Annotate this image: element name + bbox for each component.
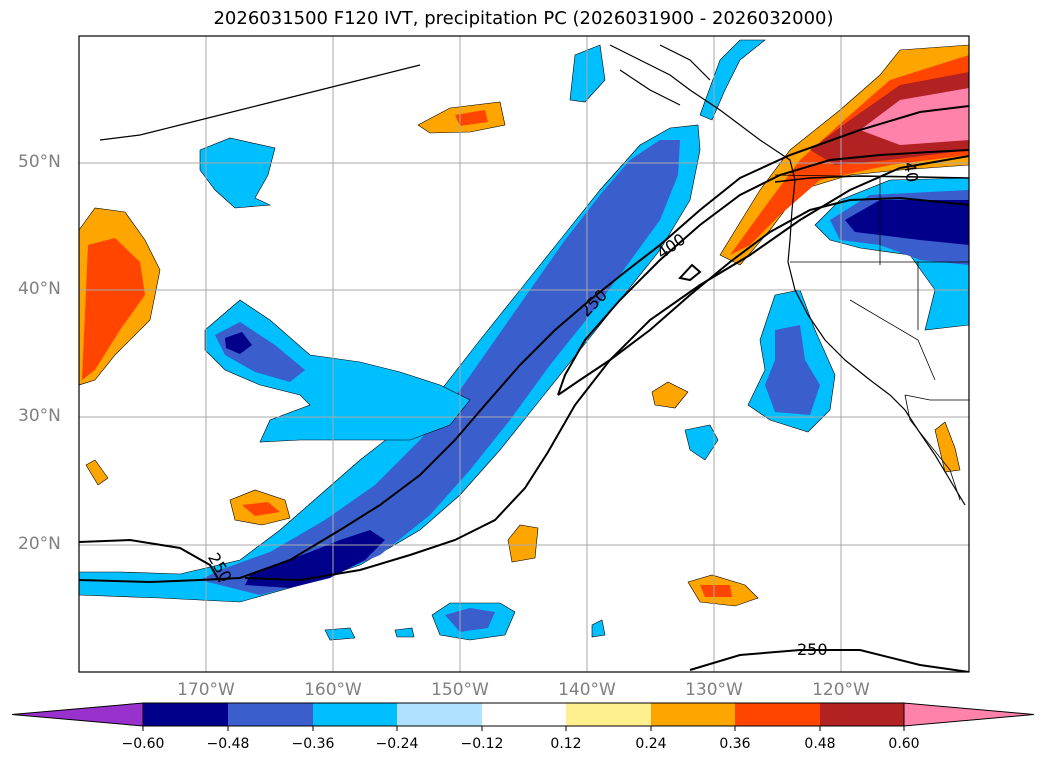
precip-region-small-blob: [684, 424, 719, 461]
map-area: 250 400 250 40 250: [79, 36, 969, 672]
precip-region-inland-northwest-core: [845, 200, 969, 245]
colorbar-tick-label: −0.12: [460, 736, 504, 752]
precip-region-west-warm-core: [82, 238, 145, 380]
lon-label-140w: 140°W: [558, 680, 616, 700]
colorbar-min-extend: [11, 702, 144, 727]
precip-region-south-patch-4: [591, 619, 606, 638]
colorbar-tick-label: −0.24: [375, 736, 419, 752]
ivt-contour-east: [774, 175, 969, 183]
colorbar-bin-2: [228, 703, 313, 726]
precip-region-warm-west-tiny: [85, 459, 109, 486]
colorbar: [11, 702, 1035, 731]
precip-region-south-patch-1-mid: [445, 608, 495, 632]
colorbar-bin-4: [397, 703, 482, 726]
lon-label-150w: 150°W: [431, 680, 489, 700]
ivt-contour-250-main: [79, 105, 969, 584]
ivt-contour-250-southeast: [689, 649, 969, 672]
colorbar-tick-label: 0.12: [550, 736, 582, 752]
map-frame: [78, 35, 970, 673]
precip-region-west-blob: [204, 299, 471, 443]
precip-region-warm-south: [507, 524, 539, 563]
contour-label-250-c: 250: [797, 640, 828, 659]
colorbar-bin-3: [313, 703, 397, 726]
precip-region-offshore-california-mid: [765, 325, 820, 415]
lon-label-170w: 170°W: [177, 680, 235, 700]
colorbar-tick-label: 0.36: [719, 736, 751, 752]
precip-region-warm-southeast-core: [700, 585, 732, 597]
lat-label-50n: 50°N: [18, 152, 61, 172]
colorbar-tick-label: 0.24: [635, 736, 667, 752]
ivt-contour-400-b: [557, 196, 969, 396]
ivt-contour-small-loop: [678, 263, 702, 282]
colorbar-tick-label: −0.48: [206, 736, 250, 752]
colorbar-tick-label: −0.36: [291, 736, 335, 752]
gridlines: [79, 36, 969, 672]
colorbar-bin-9: [820, 703, 904, 726]
precip-region-warm-mid-core: [242, 502, 280, 516]
colorbar-max-extend: [903, 702, 1035, 727]
colorbar-tick-label: 0.60: [888, 736, 920, 752]
colorbar-bin-6: [566, 703, 651, 726]
colorbar-bin-1: [143, 703, 228, 726]
precip-region-ar-mid: [200, 140, 680, 595]
contour-labels: 250 400 250 40 250: [204, 161, 922, 659]
lon-label-120w: 120°W: [812, 680, 870, 700]
colorbar-bin-8: [735, 703, 820, 726]
lon-label-130w: 130°W: [685, 680, 743, 700]
precip-region-warm-north-core: [455, 110, 488, 126]
lat-label-20n: 20°N: [18, 534, 61, 554]
lat-label-30n: 30°N: [18, 406, 61, 426]
precip-region-warm-gulf-california: [934, 421, 961, 473]
colorbar-tick-label: 0.48: [804, 736, 836, 752]
precip-region-south-patch-2: [324, 627, 356, 641]
precip-region-warm-small: [651, 381, 689, 409]
lon-label-160w: 160°W: [304, 680, 362, 700]
colorbar-bin-5: [482, 703, 566, 726]
ivt-contour-250-southwest: [79, 538, 221, 583]
ivt-contours: [79, 105, 969, 672]
precip-region-south-patch-3: [394, 627, 415, 638]
precip-region-pnw-pink: [860, 88, 969, 145]
colorbar-tick-label: −0.60: [121, 736, 165, 752]
lat-label-40n: 40°N: [18, 279, 61, 299]
ivt-contour-250-inner: [244, 155, 969, 582]
contour-label-40: 40: [900, 161, 922, 184]
precip-region-aleutian: [199, 137, 276, 209]
colorbar-bin-7: [651, 703, 735, 726]
ivt-contour-400: [557, 149, 969, 396]
map-title: 2026031500 F120 IVT, precipitation PC (2…: [213, 8, 834, 29]
precip-region-west-blob-core: [225, 332, 252, 354]
